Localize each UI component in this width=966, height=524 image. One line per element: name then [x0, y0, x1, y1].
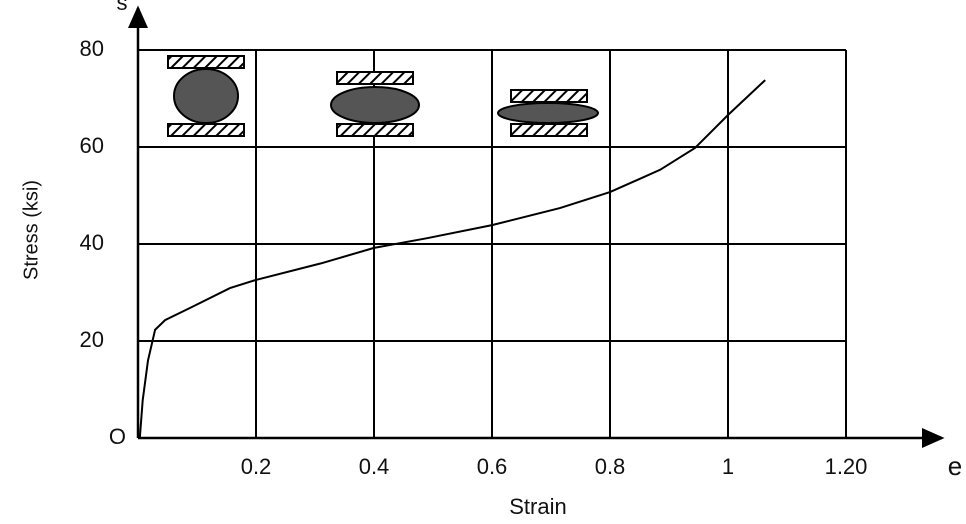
y-axis-title: Stress (ksi): [20, 180, 42, 280]
x-axis-title: Strain: [509, 494, 566, 519]
x-axis-symbol: e: [948, 451, 962, 481]
x-tick-label: 1: [722, 454, 734, 479]
x-tick-label: 0.2: [241, 454, 272, 479]
chart: Stress (ksi) Strain s e O 20 40 60 80 0.2 0.4 0…: [0, 0, 966, 524]
x-tick-label: 0.4: [359, 454, 390, 479]
specimen-icons: [168, 56, 598, 136]
y-axis-symbol: s: [117, 0, 128, 15]
x-tick-label: 0.8: [595, 454, 626, 479]
y-tick-label: O: [109, 424, 126, 449]
y-tick-label: 20: [80, 327, 104, 352]
y-tick-label: 40: [80, 230, 104, 255]
x-tick-label: 1.20: [825, 454, 868, 479]
y-tick-label: 80: [80, 36, 104, 61]
grid: [138, 50, 846, 438]
y-tick-label: 60: [80, 133, 104, 158]
x-tick-label: 0.6: [477, 454, 508, 479]
